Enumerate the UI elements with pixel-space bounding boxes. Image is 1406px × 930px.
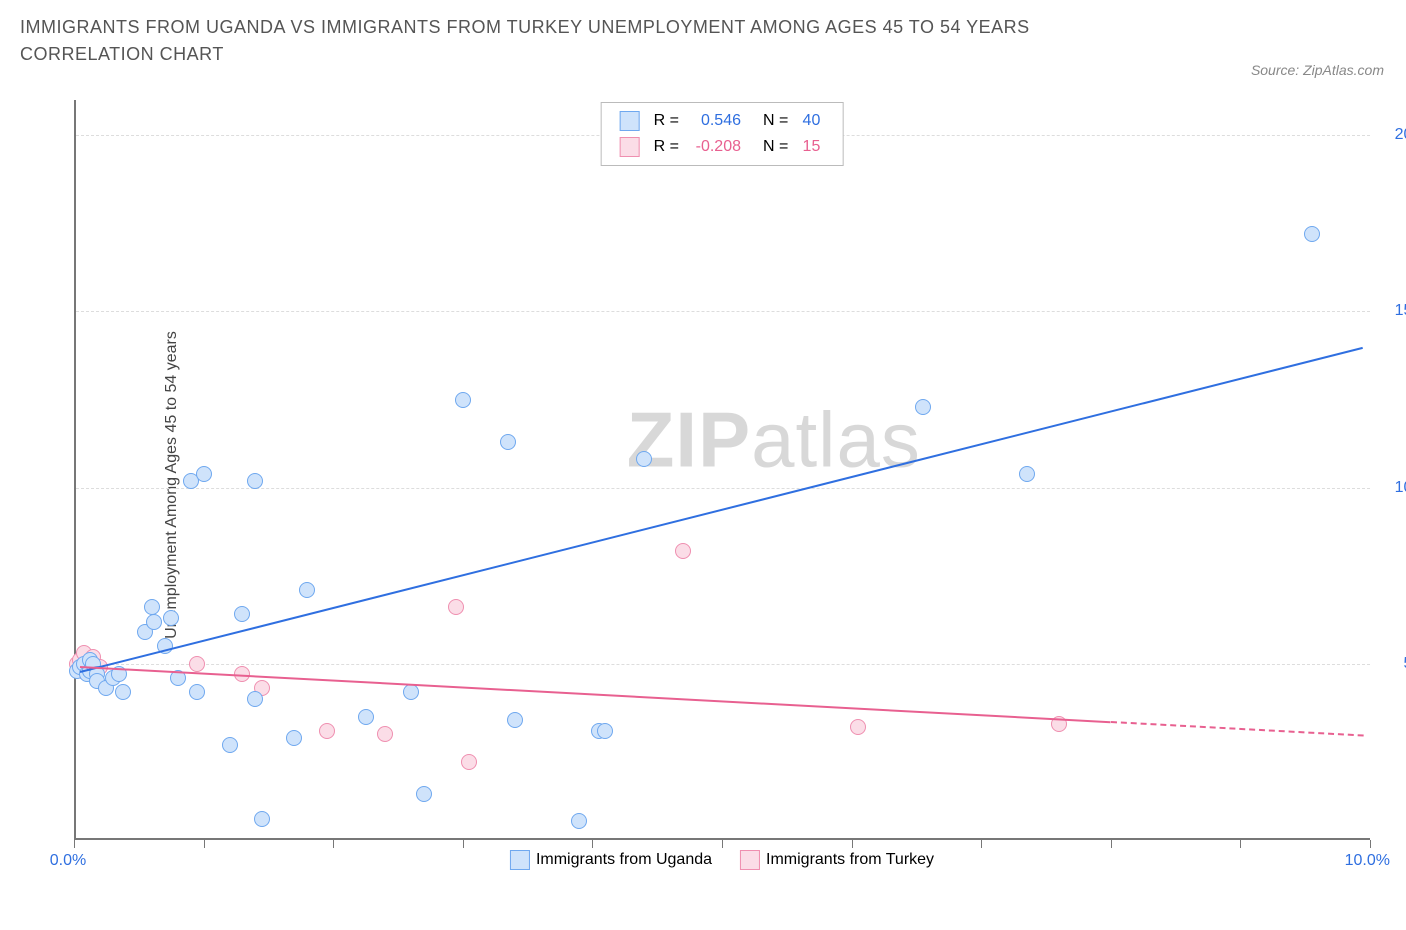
x-tick <box>1111 840 1112 848</box>
y-tick-label: 5.0% <box>1380 655 1406 673</box>
data-point <box>416 786 432 802</box>
scatter-plot: ZIPatlas R =0.546N =40R =-0.208N =15 Imm… <box>74 100 1370 840</box>
gridline <box>76 488 1370 489</box>
data-point <box>234 606 250 622</box>
source-attribution: Source: ZipAtlas.com <box>1251 62 1384 78</box>
x-tick <box>981 840 982 848</box>
watermark: ZIPatlas <box>627 395 921 486</box>
data-point <box>222 737 238 753</box>
chart-title: IMMIGRANTS FROM UGANDA VS IMMIGRANTS FRO… <box>20 14 1120 68</box>
data-point <box>319 723 335 739</box>
legend-swatch <box>620 111 640 131</box>
x-tick <box>333 840 334 848</box>
x-tick <box>852 840 853 848</box>
data-point <box>189 656 205 672</box>
legend-r-value: -0.208 <box>687 135 747 159</box>
gridline <box>76 664 1370 665</box>
data-point <box>254 811 270 827</box>
chart-area: Unemployment Among Ages 45 to 54 years Z… <box>60 100 1370 870</box>
data-point <box>189 684 205 700</box>
data-point <box>636 451 652 467</box>
trend-line <box>80 666 1110 723</box>
x-tick-label: 0.0% <box>50 852 86 870</box>
watermark-light: atlas <box>751 396 921 484</box>
data-point <box>500 434 516 450</box>
y-tick-label: 10.0% <box>1380 479 1406 497</box>
trend-line <box>80 347 1364 673</box>
x-tick <box>1370 840 1371 848</box>
legend-swatch <box>620 137 640 157</box>
data-point <box>377 726 393 742</box>
data-point <box>163 610 179 626</box>
y-tick-label: 15.0% <box>1380 302 1406 320</box>
legend-n-value: 15 <box>796 135 826 159</box>
legend-swatch <box>510 850 530 870</box>
legend-n-label: N = <box>749 135 794 159</box>
data-point <box>1304 226 1320 242</box>
data-point <box>455 392 471 408</box>
data-point <box>247 473 263 489</box>
x-tick <box>204 840 205 848</box>
legend-r-label: R = <box>648 135 685 159</box>
watermark-bold: ZIP <box>627 396 751 484</box>
legend-swatch <box>740 850 760 870</box>
data-point <box>571 813 587 829</box>
data-point <box>358 709 374 725</box>
data-point <box>850 719 866 735</box>
data-point <box>1019 466 1035 482</box>
correlation-legend: R =0.546N =40 R =-0.208N =15 <box>601 102 844 166</box>
y-tick-label: 20.0% <box>1380 126 1406 144</box>
x-tick <box>74 840 75 848</box>
data-point <box>507 712 523 728</box>
data-point <box>448 599 464 615</box>
data-point <box>461 754 477 770</box>
legend-series-name: Immigrants from Uganda <box>536 851 712 868</box>
legend-r-value: 0.546 <box>687 109 747 133</box>
data-point <box>403 684 419 700</box>
data-point <box>286 730 302 746</box>
gridline <box>76 311 1370 312</box>
legend-series-name: Immigrants from Turkey <box>766 851 934 868</box>
y-axis-line <box>74 100 76 840</box>
x-tick <box>1240 840 1241 848</box>
data-point <box>247 691 263 707</box>
legend-r-label: R = <box>648 109 685 133</box>
legend-n-value: 40 <box>796 109 826 133</box>
legend-item: Immigrants from Turkey <box>740 850 934 870</box>
legend-n-label: N = <box>749 109 794 133</box>
data-point <box>115 684 131 700</box>
data-point <box>597 723 613 739</box>
x-tick-label: 10.0% <box>1345 852 1390 870</box>
x-tick <box>592 840 593 848</box>
data-point <box>915 399 931 415</box>
trend-line <box>1111 721 1364 737</box>
data-point <box>196 466 212 482</box>
x-tick <box>463 840 464 848</box>
series-legend: Immigrants from Uganda Immigrants from Tu… <box>496 850 948 870</box>
data-point <box>675 543 691 559</box>
data-point <box>146 614 162 630</box>
legend-item: Immigrants from Uganda <box>510 850 712 870</box>
x-tick <box>722 840 723 848</box>
data-point <box>299 582 315 598</box>
